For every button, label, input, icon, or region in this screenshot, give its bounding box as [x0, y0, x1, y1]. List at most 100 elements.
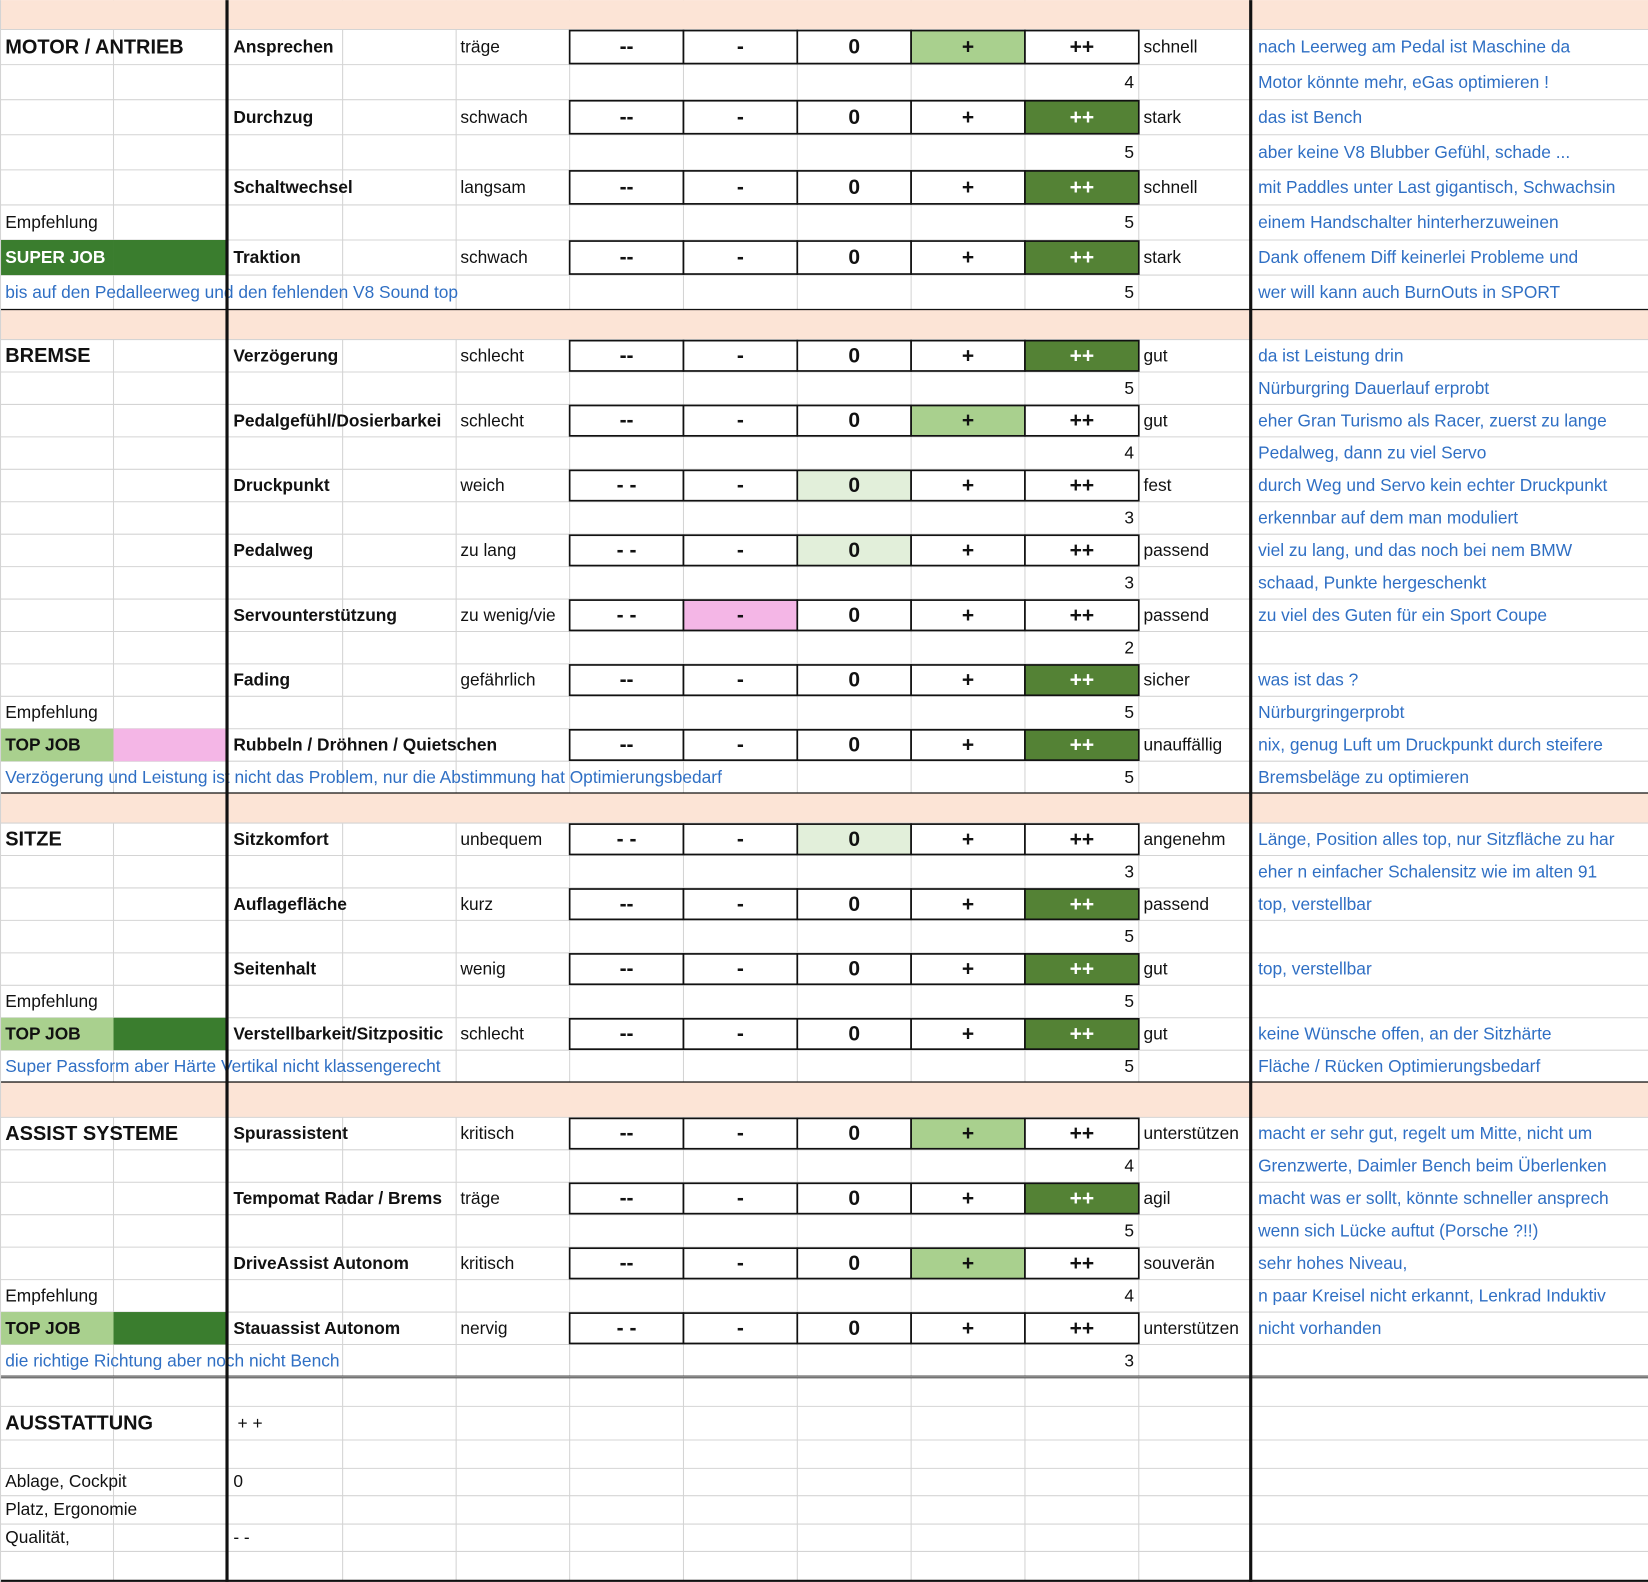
scale-label: 0 [848, 604, 860, 627]
scale-label: - [737, 36, 744, 59]
scale-label: 0 [848, 246, 860, 269]
scale-label: - [737, 344, 744, 367]
scale-box [1024, 99, 1140, 135]
score: 5 [1124, 378, 1134, 398]
scale-box [796, 1247, 912, 1280]
high-label: unauffällig [1144, 735, 1223, 755]
scale-box [1024, 953, 1140, 986]
scale-box [1024, 534, 1140, 567]
low-label: kurz [460, 894, 493, 914]
scale-label: -- [620, 36, 634, 59]
comment: viel zu lang, und das noch bei nem BMW [1258, 540, 1573, 560]
header-band [0, 310, 1648, 340]
scale-box [682, 469, 799, 502]
score: 3 [1124, 861, 1134, 881]
scale-label: ++ [1070, 1252, 1095, 1275]
scale-box [568, 664, 685, 697]
summary: die richtige Richtung aber noch nicht Be… [5, 1350, 339, 1370]
score: 5 [1124, 212, 1134, 232]
scale-label: -- [620, 734, 634, 757]
scale-box [568, 599, 685, 632]
scale-label: ++ [1070, 106, 1095, 129]
scale-box [910, 29, 1026, 65]
scale-box [682, 1182, 799, 1215]
criterion-name: Stauassist Autonom [233, 1318, 400, 1338]
criterion-name: Traktion [233, 247, 300, 267]
verdict: TOP JOB [5, 735, 80, 755]
scale-label: -- [620, 246, 634, 269]
scale-box [910, 599, 1026, 632]
score: 4 [1124, 72, 1134, 92]
scale-box [682, 1312, 799, 1345]
scale-label: ++ [1070, 828, 1095, 851]
scale-box [682, 29, 799, 65]
recommendation-label: Empfehlung [5, 212, 97, 232]
high-label: angenehm [1144, 829, 1226, 849]
scale-label: 0 [848, 958, 860, 981]
summary: Verzögerung und Leistung ist nicht das P… [5, 767, 722, 787]
scale-label: + [962, 893, 974, 916]
scale-label: + [962, 1023, 974, 1046]
score: 5 [1124, 767, 1134, 787]
score: 5 [1124, 282, 1134, 302]
comment: macht er sehr gut, regelt um Mitte, nich… [1258, 1123, 1592, 1143]
scale-label: -- [620, 344, 634, 367]
scale-box [1024, 404, 1140, 437]
scale-label: 0 [848, 734, 860, 757]
scale-label: ++ [1070, 734, 1095, 757]
scale-box [1024, 1182, 1140, 1215]
scale-box [796, 1312, 912, 1345]
high-label: unterstützen [1144, 1123, 1239, 1143]
scale-label: -- [620, 1122, 634, 1145]
scale-label: - [737, 176, 744, 199]
low-label: wenig [459, 959, 505, 979]
comment: Pedalweg, dann zu viel Servo [1258, 443, 1486, 463]
scale-box [1024, 469, 1140, 502]
scale-box [568, 1247, 685, 1280]
scale-label: ++ [1070, 1187, 1095, 1210]
scale-box [568, 823, 685, 856]
high-label: agil [1144, 1188, 1171, 1208]
scale-label: -- [620, 1252, 634, 1275]
criterion-name: Auflagefläche [233, 894, 347, 914]
verdict: TOP JOB [5, 1024, 80, 1044]
section-title: ASSIST SYSTEME [5, 1123, 178, 1145]
comment: Grenzwerte, Daimler Bench beim Überlenke… [1258, 1156, 1607, 1176]
scale-box [1024, 339, 1140, 372]
scale-label: 0 [848, 669, 860, 692]
scale-box [796, 534, 912, 567]
verdict: SUPER JOB [5, 247, 105, 267]
scale-box [1024, 240, 1140, 275]
comment: erkennbar auf dem man moduliert [1258, 508, 1518, 528]
scale-label: -- [620, 958, 634, 981]
scale-label: ++ [1070, 669, 1095, 692]
verdict-cell [113, 1312, 228, 1345]
scale-label: ++ [1070, 1122, 1095, 1145]
comment: mit Paddles unter Last gigantisch, Schwa… [1258, 177, 1615, 197]
comment: schaad, Punkte hergeschenkt [1258, 572, 1486, 592]
scale-label: ++ [1070, 1023, 1095, 1046]
scale-label: - [737, 474, 744, 497]
high-label: stark [1144, 107, 1182, 127]
scale-box [682, 534, 799, 567]
equipment-rating: + + [238, 1413, 263, 1433]
scale-box [568, 1117, 685, 1150]
criterion-name: DriveAssist Autonom [233, 1253, 409, 1273]
verdict-cell [113, 1017, 228, 1051]
scale-label: -- [620, 1023, 634, 1046]
criterion-name: Seitenhalt [233, 959, 316, 979]
low-label: schwach [460, 247, 527, 267]
equipment-rating: 0 [233, 1471, 243, 1491]
scale-label: - [737, 734, 744, 757]
scale-box [568, 469, 685, 502]
scale-label: 0 [848, 1317, 860, 1340]
scale-label: ++ [1070, 893, 1095, 916]
comment: n paar Kreisel nicht erkannt, Lenkrad In… [1258, 1285, 1606, 1305]
scale-label: - [737, 958, 744, 981]
section-title: MOTOR / ANTRIEB [5, 36, 183, 58]
header-band [0, 1082, 1648, 1118]
comment: nach Leerweg am Pedal ist Maschine da [1258, 37, 1570, 57]
criterion-name: Tempomat Radar / Brems [233, 1188, 442, 1208]
